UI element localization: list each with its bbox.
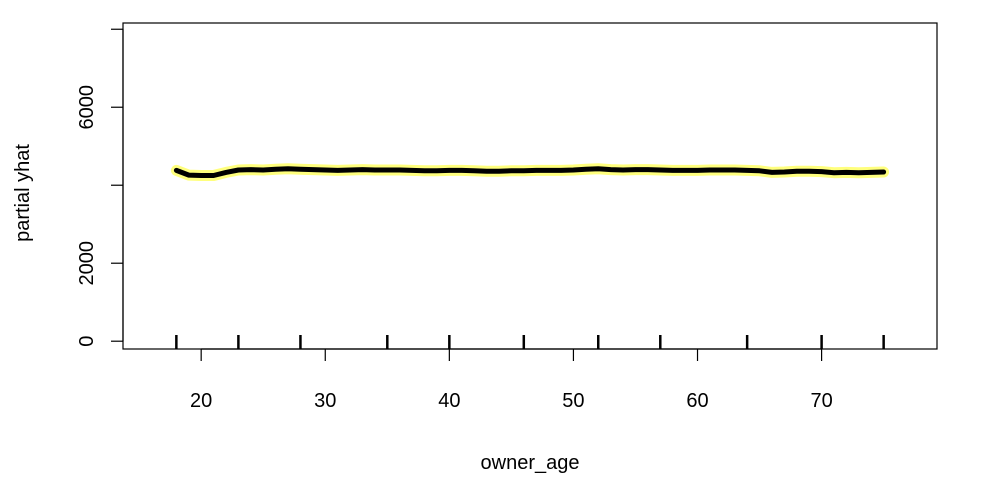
x-axis-label: owner_age: [481, 452, 580, 474]
y-tick-label: 6000: [76, 85, 98, 130]
x-tick-label: 60: [686, 390, 708, 412]
series-layer: [170, 163, 890, 181]
plot-frame: [122, 22, 938, 350]
y-axis-label: partial yhat: [12, 144, 34, 242]
x-tick-label: 50: [562, 390, 584, 412]
x-axis: 20 30 40 50 60 70: [190, 348, 833, 412]
x-tick-label: 70: [810, 390, 832, 412]
y-tick-label: 2000: [76, 241, 98, 286]
x-tick-label: 20: [190, 390, 212, 412]
series-line: [173, 166, 887, 178]
y-tick-label: 0: [76, 336, 98, 347]
y-axis: 0 2000 6000: [76, 28, 124, 347]
x-tick-label: 40: [438, 390, 460, 412]
x-tick-label: 30: [314, 390, 336, 412]
rug-marks: [175, 335, 885, 349]
